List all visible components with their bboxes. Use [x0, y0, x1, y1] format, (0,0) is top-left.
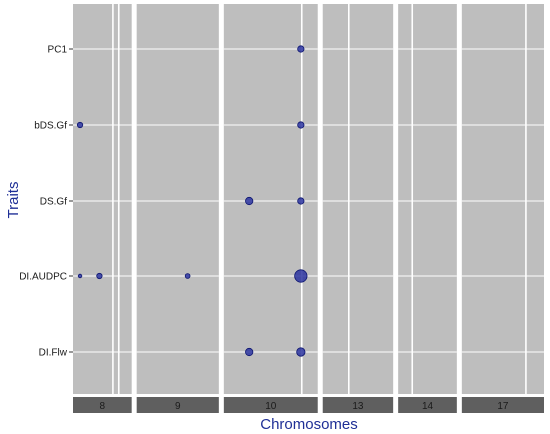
panel-background-chr-8 — [73, 4, 132, 394]
point-DI.AUDPC-chr-10-8 — [294, 269, 308, 283]
panel-background-chr-17 — [461, 4, 544, 394]
point-DI.Flw-chr-10-9 — [245, 347, 254, 357]
panel-background-chr-9 — [136, 4, 219, 394]
y-tick-label-DI.Flw: DI.Flw — [39, 348, 68, 359]
strip-label-chr-9: 9 — [175, 401, 181, 412]
strip-label-chr-17: 17 — [497, 401, 509, 412]
y-tick-label-DS.Gf: DS.Gf — [40, 197, 67, 208]
point-DI.AUDPC-chr-8-5 — [77, 273, 83, 279]
strip-chr-13 — [322, 397, 394, 413]
y-tick-label-DI.AUDPC: DI.AUDPC — [19, 272, 67, 283]
point-bDS.Gf-chr-8-1 — [76, 121, 84, 129]
y-tick-label-PC1: PC1 — [48, 45, 68, 56]
point-DS.Gf-chr-10-4 — [297, 197, 305, 205]
panel-background-chr-13 — [322, 4, 394, 394]
point-DI.AUDPC-chr-9-7 — [184, 273, 191, 279]
chromosome-panels: 8 9 10 13 14 17 — [73, 4, 544, 413]
strip-label-chr-8: 8 — [100, 401, 106, 412]
strip-chr-10 — [223, 397, 318, 413]
x-axis-title: Chromosomes — [260, 416, 358, 433]
y-axis-title: Traits — [5, 182, 22, 219]
strip-label-chr-14: 14 — [422, 401, 434, 412]
strip-label-chr-10: 10 — [265, 401, 277, 412]
data-points — [76, 45, 308, 357]
panel-background-chr-14 — [398, 4, 457, 394]
strip-chr-14 — [398, 397, 457, 413]
strip-label-chr-13: 13 — [352, 401, 364, 412]
point-PC1-chr-10-0 — [297, 45, 305, 53]
point-bDS.Gf-chr-10-2 — [297, 121, 305, 129]
strip-chr-8 — [73, 397, 132, 413]
strip-chr-9 — [136, 397, 219, 413]
point-DI.Flw-chr-10-10 — [296, 347, 306, 357]
y-axis-tick-labels: PC1 bDS.Gf DS.Gf DI.AUDPC DI.Flw — [19, 45, 73, 359]
point-DI.AUDPC-chr-8-6 — [96, 272, 103, 280]
y-tick-label-bDS.Gf: bDS.Gf — [34, 121, 67, 132]
point-DS.Gf-chr-10-3 — [245, 196, 254, 206]
strip-chr-17 — [461, 397, 544, 413]
